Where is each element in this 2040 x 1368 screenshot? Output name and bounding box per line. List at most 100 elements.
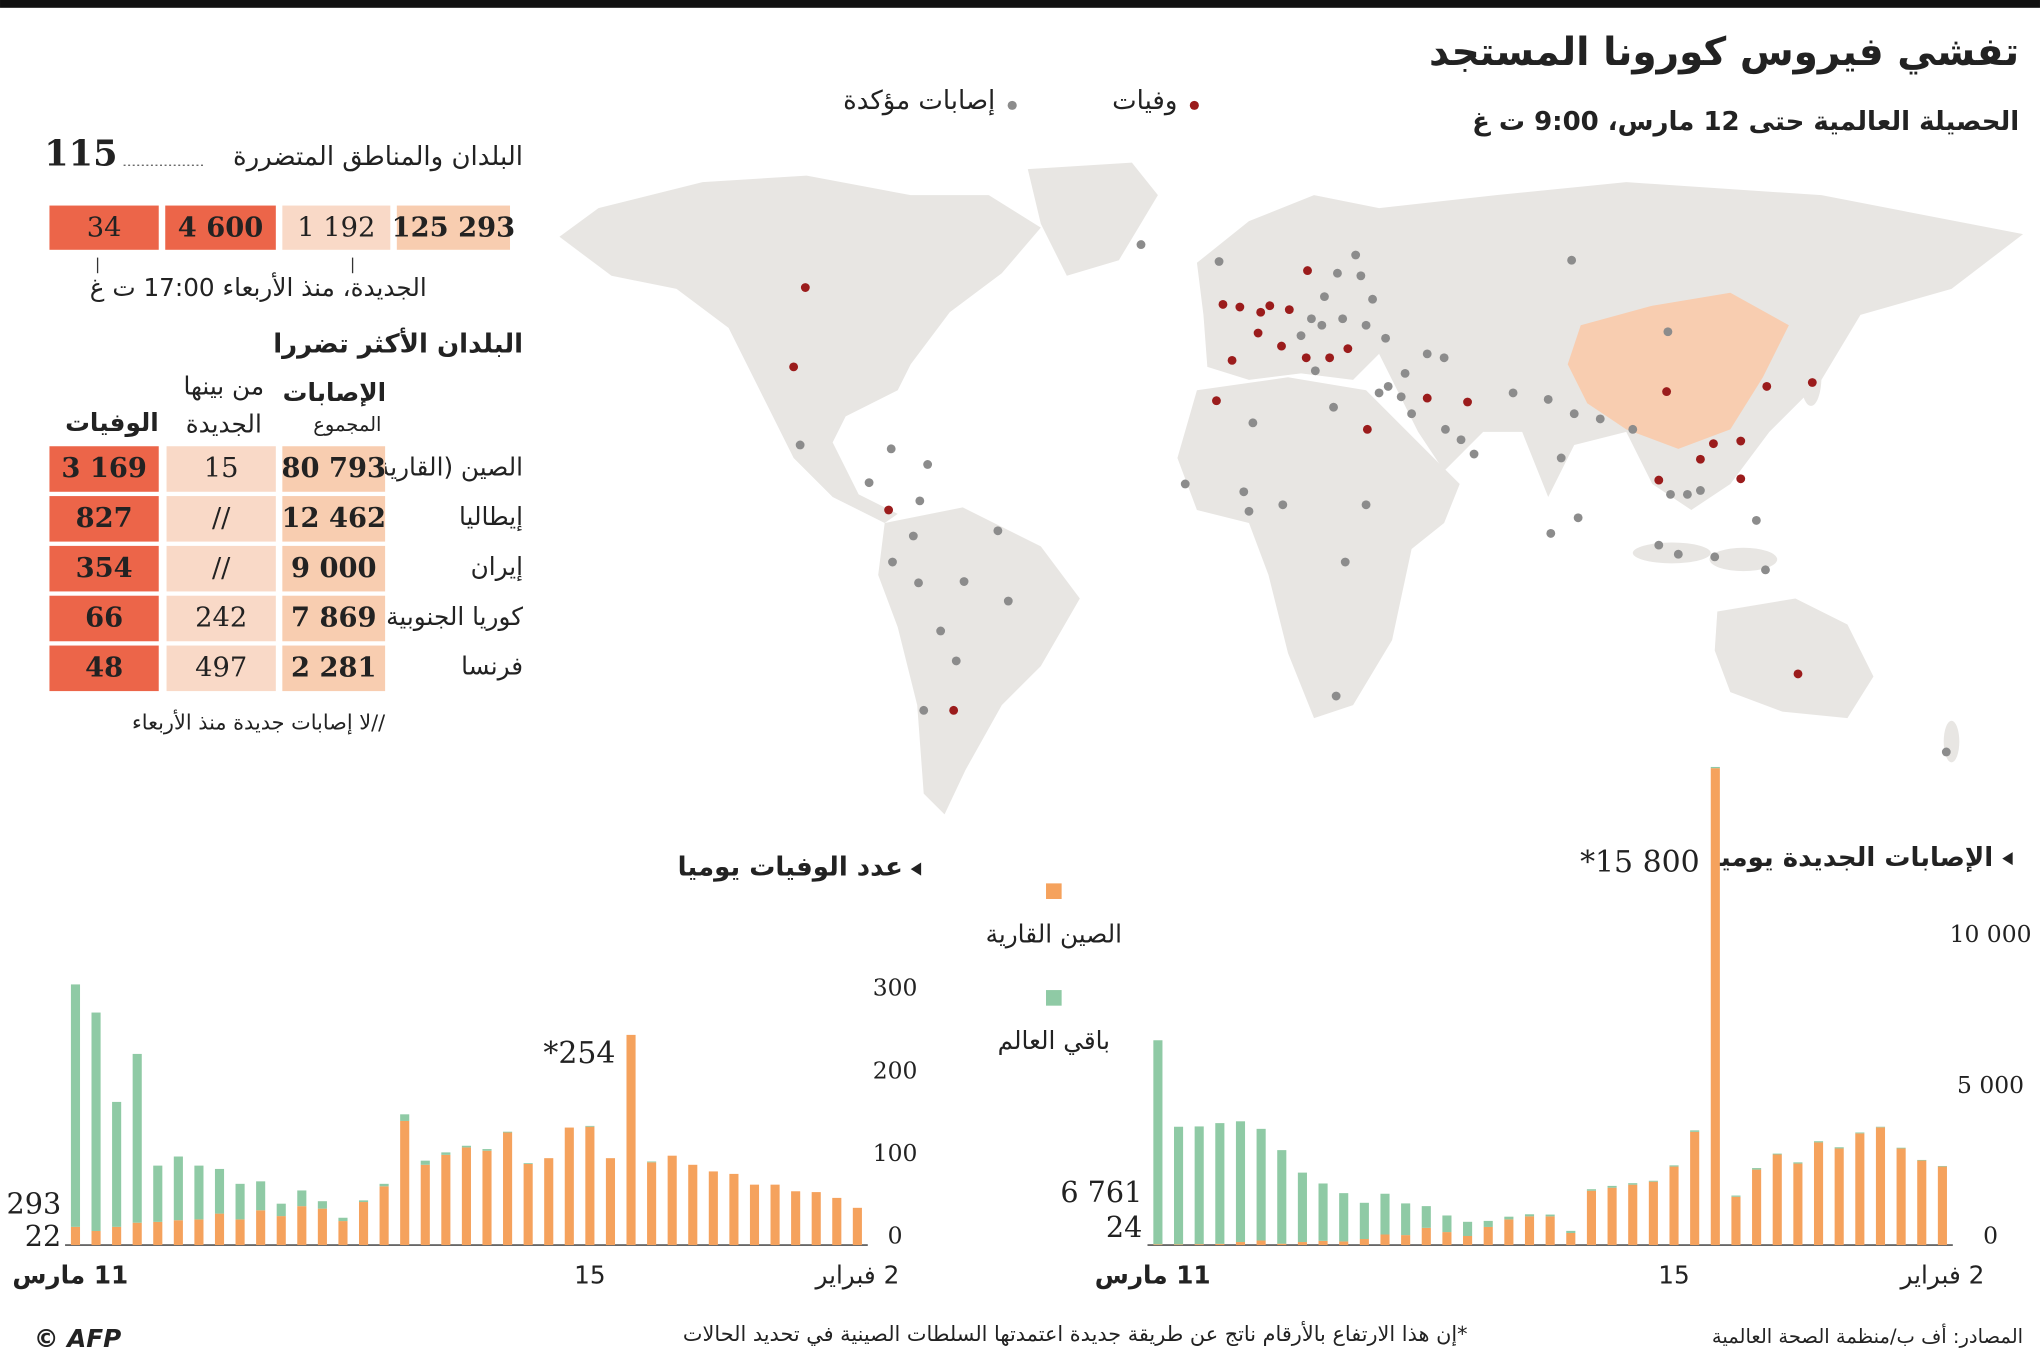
case-dot: [1469, 449, 1479, 459]
bar: [441, 1154, 451, 1246]
land: [1714, 598, 1874, 719]
table-value: 242: [195, 603, 247, 634]
bar: [400, 1120, 410, 1246]
case-dot: [795, 440, 805, 450]
land: [1027, 162, 1158, 276]
death-dot: [884, 505, 894, 515]
death-dot: [1301, 353, 1311, 363]
bar: [1628, 1183, 1638, 1185]
death-dot: [1762, 381, 1772, 391]
legend-dot: [1007, 100, 1017, 110]
bar: [91, 1012, 101, 1231]
case-dot: [1383, 381, 1393, 391]
y-tick-label: 0: [1983, 1222, 1998, 1250]
top-rule: [0, 0, 2040, 8]
bar: [585, 1126, 595, 1246]
death-dot: [1343, 344, 1353, 354]
table-title: البلدان الأكثر تضررا: [273, 327, 523, 359]
countries-label: البلدان والمناطق المتضررة: [233, 142, 523, 172]
table-value: 48: [85, 651, 123, 683]
bar: [544, 1158, 554, 1246]
bar: [1421, 1227, 1431, 1246]
bar: [1483, 1220, 1493, 1227]
value-label: 22: [25, 1219, 61, 1253]
arrow: [2002, 852, 2013, 866]
table-header: الوفيات: [65, 408, 159, 438]
bar: [729, 1173, 739, 1246]
bar: [420, 1164, 430, 1246]
death-dot: [1695, 454, 1705, 464]
bar: [1463, 1221, 1473, 1237]
countries-count: 115: [44, 134, 117, 175]
bar: [358, 1200, 369, 1203]
death-dot: [1256, 307, 1266, 317]
case-dot: [1320, 292, 1329, 302]
bar: [1380, 1193, 1390, 1235]
bar: [235, 1183, 245, 1220]
death-dot: [1303, 266, 1312, 276]
bar: [256, 1181, 266, 1211]
source: المصادر: أف ب/منظمة الصحة العالمية: [1712, 1324, 2023, 1348]
bar: [297, 1206, 307, 1246]
case-dot: [1331, 691, 1341, 701]
table-value: //: [212, 553, 231, 584]
case-dot: [864, 478, 874, 488]
legend-dot: [1189, 100, 1199, 110]
table-header: الإصابات: [283, 378, 386, 407]
bar: [1524, 1214, 1535, 1217]
bar: [1256, 1240, 1266, 1246]
bar: [132, 1053, 142, 1223]
bar: [1896, 1147, 1906, 1149]
case-dot: [1508, 388, 1518, 398]
bar: [400, 1114, 410, 1121]
case-dot: [1543, 394, 1553, 404]
country-name: فرنسا: [461, 652, 523, 681]
land: [1196, 195, 1395, 380]
bar: [1772, 1153, 1782, 1155]
bar: [811, 1192, 821, 1246]
bar: [173, 1156, 183, 1221]
summary-cell: [49, 205, 159, 250]
land: [1632, 542, 1711, 564]
bar: [1834, 1148, 1844, 1246]
bar: [1875, 1126, 1886, 1128]
bar: [112, 1226, 122, 1246]
case-dot: [1441, 424, 1450, 434]
bar: [1339, 1193, 1349, 1242]
bar: [1607, 1185, 1617, 1188]
x-tick-label: 11 مارس: [12, 1260, 128, 1289]
death-dot: [1709, 439, 1718, 449]
bar: [1215, 1123, 1225, 1244]
death-dot: [1463, 397, 1472, 407]
case-dot: [936, 626, 946, 636]
bar: [1752, 1168, 1762, 1170]
bar: [1215, 1243, 1225, 1246]
land: [1177, 377, 1460, 719]
bar: [1359, 1202, 1369, 1240]
case-dot: [886, 444, 896, 454]
bar: [1710, 768, 1720, 1246]
y-tick-label: 300: [873, 974, 918, 1002]
bar: [1504, 1216, 1514, 1220]
summary-value: 1 192: [297, 212, 375, 243]
case-dot: [1340, 557, 1350, 567]
table-cell: [166, 595, 276, 642]
y-tick-label: 10 000: [1950, 920, 2032, 948]
table-value: 3 169: [61, 452, 147, 484]
death-dot: [1807, 378, 1817, 387]
bar: [1896, 1148, 1906, 1246]
bar: [482, 1149, 492, 1151]
case-dot: [993, 526, 1003, 536]
bar: [1297, 1242, 1307, 1246]
y-tick-label: 0: [888, 1222, 903, 1250]
bar: [194, 1219, 204, 1246]
country-name: إيطاليا: [459, 502, 523, 532]
bar: [1566, 1232, 1576, 1246]
bar: [379, 1183, 389, 1187]
bar: [1937, 1165, 1947, 1167]
bar: [1793, 1162, 1803, 1164]
death-dot: [800, 283, 810, 292]
table-cell: [282, 446, 386, 492]
table-value: 15: [204, 453, 239, 484]
country-name: كوريا الجنوبية: [386, 602, 523, 631]
